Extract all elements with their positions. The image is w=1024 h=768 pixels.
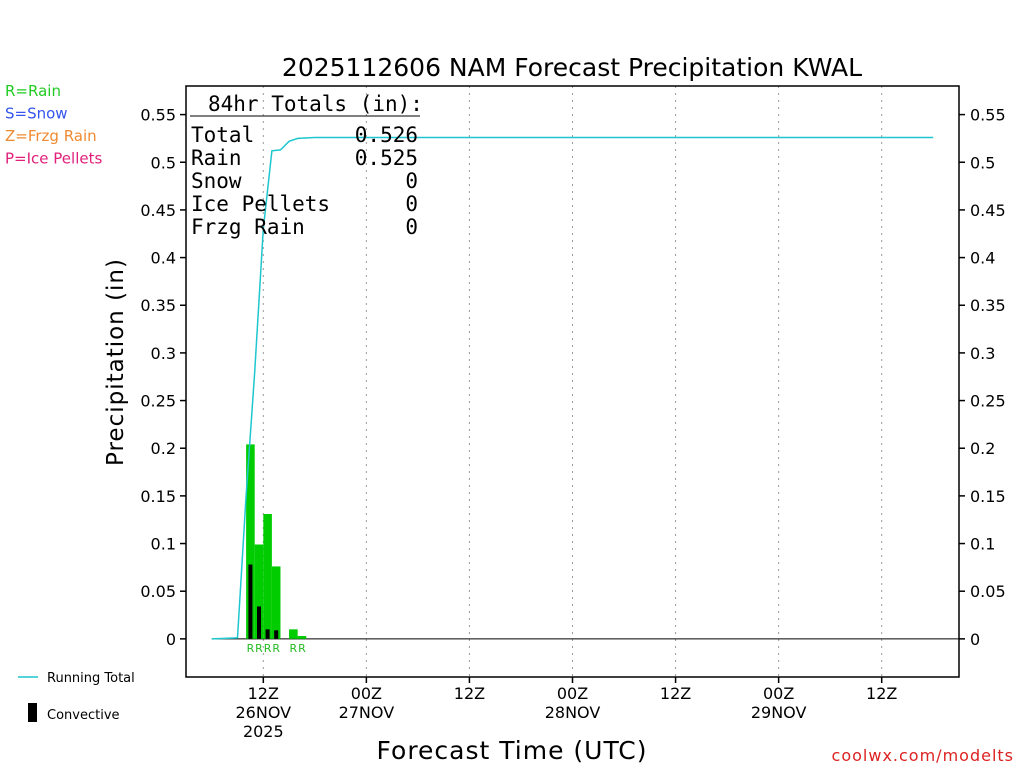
convective-legend-label: Convective	[47, 708, 120, 723]
rain-bar	[246, 444, 255, 639]
y-tick-label-left: 0.1	[151, 535, 176, 554]
totals-row-label: Frzg Rain	[191, 215, 305, 239]
type-legend-entry: S=Snow	[5, 105, 68, 123]
y-tick-label-right: 0.4	[970, 249, 995, 268]
totals-row-label: Snow	[191, 169, 242, 193]
convective-bar	[265, 629, 270, 639]
totals-row-label: Total	[191, 123, 254, 147]
running-total-line	[211, 136, 934, 640]
y-tick-label-left: 0.15	[140, 487, 176, 506]
rain-bar	[271, 566, 281, 639]
x-tick-label: 2025	[243, 722, 284, 741]
ptype-letter: R	[298, 642, 306, 655]
rain-bar	[289, 629, 298, 639]
y-tick-label-right: 0.1	[970, 535, 995, 554]
totals-row-value: 0.526	[355, 123, 418, 147]
chart-title: 2025112606 NAM Forecast Precipitation KW…	[282, 53, 862, 82]
running-total-legend-label: Running Total	[47, 671, 135, 686]
x-axis-title: Forecast Time (UTC)	[377, 736, 648, 765]
ptype-letter: R	[290, 642, 298, 655]
y-tick-label-left: 0.5	[151, 153, 176, 172]
site-credit[interactable]: coolwx.com/modelts	[832, 746, 1014, 765]
y-tick-label-right: 0.05	[970, 582, 1006, 601]
y-axis-ticks: 0 00.05 0.050.1 0.10.15 0.150.2 0.20.25 0.250.…	[140, 106, 1005, 649]
y-axis-title: Precipitation (in)	[103, 258, 129, 466]
convective-bar	[274, 630, 279, 639]
y-tick-label-left: 0.55	[140, 106, 176, 125]
y-tick-label-right: 0.55	[970, 106, 1006, 125]
running-total-layer	[211, 136, 934, 640]
ptype-letter: R	[247, 642, 255, 655]
totals-row-value: 0.525	[355, 146, 418, 170]
convective-legend-swatch	[28, 703, 37, 722]
y-tick-label-left: 0.4	[151, 249, 176, 268]
x-grid	[211, 86, 959, 677]
x-tick-label: 12Z	[454, 684, 485, 703]
y-tick-label-right: 0.25	[970, 392, 1006, 411]
y-tick-label-left: 0.05	[140, 582, 176, 601]
y-tick-label-right: 0	[970, 630, 980, 649]
x-tick-label: 00Z	[763, 684, 794, 703]
rain-bar	[297, 636, 307, 639]
totals-row-value: 0	[405, 192, 418, 216]
type-legend-entry: R=Rain	[5, 82, 61, 100]
totals-header: 84hr Totals (in):	[208, 92, 423, 116]
convective-bar	[257, 606, 262, 639]
ptype-letter: R	[264, 642, 272, 655]
totals-box: 84hr Totals (in): Total 0.526 Rain 0.525 Snow…	[190, 92, 423, 239]
y-tick-label-right: 0.3	[970, 344, 995, 363]
x-tick-label: 28NOV	[545, 703, 601, 722]
totals-row-value: 0	[405, 169, 418, 193]
x-tick-label: 26NOV	[236, 703, 292, 722]
x-tick-label: 27NOV	[339, 703, 395, 722]
totals-row-label: Ice Pellets	[191, 192, 330, 216]
y-tick-label-left: 0.45	[140, 201, 176, 220]
ptype-letter: R	[272, 642, 280, 655]
x-tick-label: 29NOV	[751, 703, 807, 722]
ptype-letter: R	[255, 642, 263, 655]
y-tick-label-left: 0.2	[151, 439, 176, 458]
type-legend-entry: P=Ice Pellets	[5, 150, 102, 168]
x-tick-label: 00Z	[351, 684, 382, 703]
y-tick-label-right: 0.35	[970, 296, 1006, 315]
rain-bar	[263, 513, 272, 639]
rain-bar	[254, 544, 264, 639]
y-tick-label-left: 0.25	[140, 392, 176, 411]
series-legend: Running Total Convective	[18, 671, 135, 723]
y-tick-label-right: 0.5	[970, 153, 995, 172]
convective-bar	[248, 564, 253, 639]
x-tick-label: 00Z	[557, 684, 588, 703]
totals-row-label: Rain	[191, 146, 242, 170]
y-tick-label-right: 0.45	[970, 201, 1006, 220]
y-tick-label-left: 0.35	[140, 296, 176, 315]
type-legend-entry: Z=Frzg Rain	[5, 127, 97, 145]
convective-bars	[248, 564, 279, 639]
y-tick-label-left: 0	[166, 630, 176, 649]
y-tick-label-right: 0.15	[970, 487, 1006, 506]
y-tick-label-left: 0.3	[151, 344, 176, 363]
x-tick-label: 12Z	[866, 684, 897, 703]
rain-bars	[246, 444, 307, 639]
y-tick-label-right: 0.2	[970, 439, 995, 458]
x-tick-label: 12Z	[248, 684, 279, 703]
x-tick-label: 12Z	[660, 684, 691, 703]
precip-type-legend: R=Rain S=Snow Z=Frzg Rain P=Ice Pellets	[5, 82, 102, 168]
totals-row-value: 0	[405, 215, 418, 239]
